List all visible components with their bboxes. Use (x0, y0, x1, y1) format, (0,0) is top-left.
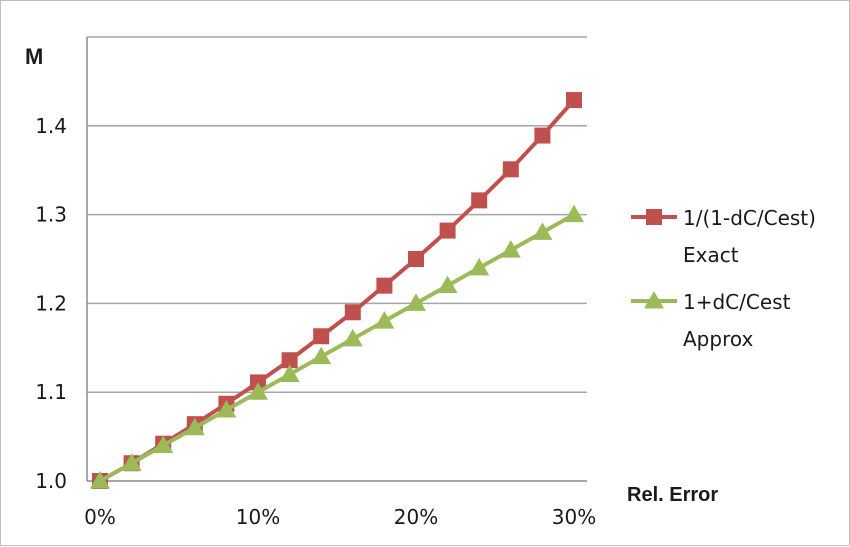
data-point (342, 328, 363, 347)
data-point (216, 399, 237, 418)
legend-label: Exact (683, 243, 739, 267)
legend-label: 1/(1-dC/Cest) (683, 206, 816, 230)
data-point (311, 346, 332, 365)
data-point (153, 435, 174, 453)
series-line (99, 212, 575, 483)
y-tick-label: 1.4 (35, 114, 67, 138)
series-1 (92, 92, 582, 489)
data-point (408, 251, 424, 267)
data-point (248, 382, 268, 400)
grid-layer (87, 36, 587, 393)
data-point (279, 364, 300, 382)
x-tick-label: 10% (236, 505, 280, 529)
legend-label: 1+dC/Cest (683, 290, 791, 314)
data-point (502, 161, 519, 178)
data-point (406, 293, 426, 311)
data-point (437, 275, 458, 294)
legend-swatch-marker (644, 291, 664, 309)
x-axis-title: Rel. Error (627, 484, 718, 506)
x-tick-label: 0% (84, 505, 116, 529)
tick-layer: 1.0 1.1 1.2 1.3 1.4 0% 10% 20% 30% (35, 114, 596, 529)
axis-layer (86, 37, 587, 482)
x-tick-label: 20% (394, 505, 438, 529)
data-point (313, 328, 330, 345)
y-tick-label: 1.0 (35, 469, 67, 493)
series-line (99, 98, 576, 483)
series-layer (90, 92, 584, 489)
data-point (184, 417, 205, 436)
data-point (121, 453, 142, 471)
series-2 (90, 204, 584, 489)
legend-item-1: 1/(1-dC/Cest) Exact (631, 206, 816, 267)
data-point (532, 222, 553, 240)
data-point (564, 204, 584, 223)
legend-swatch-marker (646, 209, 662, 225)
data-point (500, 240, 521, 258)
y-tick-label: 1.2 (35, 291, 67, 315)
data-point (534, 127, 551, 144)
legend-item-2: 1+dC/Cest Approx (631, 290, 791, 351)
x-tick-label: 30% (552, 505, 596, 529)
data-point (90, 471, 110, 489)
data-point (471, 192, 488, 209)
data-point (281, 352, 298, 369)
data-point (374, 311, 395, 329)
data-point (469, 257, 490, 276)
y-axis-title: M (25, 44, 43, 69)
data-point (439, 222, 456, 239)
y-tick-label: 1.1 (35, 380, 67, 404)
legend: 1/(1-dC/Cest) Exact 1+dC/Cest Approx (631, 206, 816, 351)
data-point (376, 277, 393, 294)
legend-label: Approx (683, 327, 753, 351)
y-tick-label: 1.3 (35, 203, 67, 227)
data-point (566, 92, 582, 109)
data-point (344, 304, 361, 321)
